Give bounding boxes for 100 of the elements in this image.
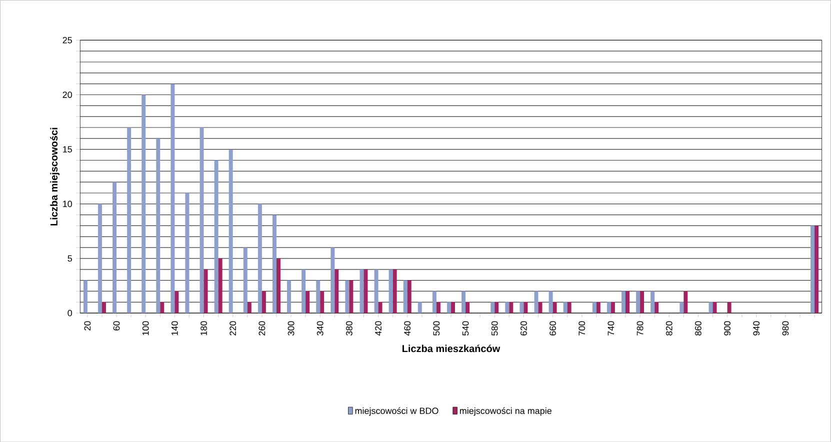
y-tick-label: 5 [68, 255, 72, 262]
x-tick-label: 340 [316, 321, 324, 336]
bar [170, 84, 175, 313]
bar [450, 302, 455, 313]
bar [418, 302, 422, 313]
x-tick-label: 620 [520, 321, 527, 336]
bar [505, 302, 510, 313]
y-tick-label: 10 [63, 200, 72, 207]
bar [378, 302, 382, 313]
bar [287, 280, 292, 313]
bar [650, 291, 655, 313]
x-tick-label: 500 [433, 321, 440, 336]
bar [330, 247, 335, 313]
bar [374, 269, 378, 313]
y-tick-label: 25 [62, 36, 72, 44]
bar [156, 138, 160, 313]
bar [334, 269, 339, 313]
bar [552, 302, 557, 313]
bar [708, 302, 713, 313]
bar [538, 302, 542, 313]
bar [83, 280, 88, 313]
x-tick-label: 100 [142, 321, 149, 336]
bar [302, 269, 306, 313]
y-tick-label: 0 [68, 310, 72, 316]
bar [446, 302, 451, 313]
bar [524, 302, 528, 313]
x-tick-label: 300 [288, 321, 294, 336]
x-tick-label: 820 [666, 321, 672, 336]
bar [160, 302, 164, 313]
x-tick-label: 740 [608, 321, 614, 336]
bar [466, 302, 470, 313]
bar [200, 127, 204, 313]
bar [349, 280, 354, 313]
bar [276, 258, 280, 313]
bar [680, 302, 684, 313]
bar [621, 291, 626, 313]
x-tick-label: 940 [753, 321, 760, 336]
y-tick-label: 15 [63, 146, 72, 152]
bar [592, 302, 596, 313]
bar [185, 192, 190, 313]
bar [712, 302, 717, 313]
bar [98, 204, 102, 313]
bar [392, 269, 397, 313]
bar [490, 302, 495, 313]
bar [142, 94, 146, 313]
bar [127, 127, 132, 313]
bar [596, 302, 600, 313]
bar [364, 269, 368, 313]
bar [810, 226, 815, 313]
bar [509, 302, 514, 313]
x-tick-label: 700 [578, 321, 586, 336]
y-tick-label: 20 [62, 91, 72, 98]
bar [214, 160, 218, 313]
bar [388, 269, 393, 313]
x-tick-label: 460 [404, 321, 411, 336]
x-tick-label: 60 [113, 321, 120, 330]
bar [606, 302, 611, 313]
y-axis-title: Liczba miejscowości [50, 128, 60, 226]
bar [462, 291, 466, 313]
bar [567, 302, 572, 313]
bar [814, 226, 819, 313]
bar [654, 302, 659, 313]
x-tick-label: 20 [84, 321, 91, 330]
bar [563, 302, 568, 313]
x-axis-title: Liczba mieszkańców [402, 344, 500, 352]
x-tick-label: 900 [724, 321, 730, 336]
bar [494, 302, 499, 313]
x-tick-label: 980 [782, 321, 789, 336]
bar [258, 204, 262, 313]
bar [520, 302, 524, 313]
bar [360, 269, 364, 313]
bar [243, 247, 248, 313]
x-tick-label: 420 [375, 321, 382, 336]
bar [610, 302, 615, 313]
x-tick-label: 220 [230, 321, 236, 336]
x-tick-label: 860 [695, 321, 702, 336]
bar [272, 214, 276, 313]
x-tick-label: 540 [462, 321, 469, 336]
bar [204, 269, 208, 313]
x-tick-label: 780 [636, 321, 644, 336]
bar [320, 291, 324, 313]
bar [247, 302, 252, 313]
x-tick-label: 180 [200, 321, 207, 336]
bar [345, 280, 350, 313]
bar [684, 291, 688, 313]
bar [316, 280, 320, 313]
legend-label: miejscowości na mapie [460, 407, 552, 416]
x-tick-label: 260 [258, 321, 266, 336]
bar [306, 291, 310, 313]
bar [403, 280, 408, 313]
bar [640, 291, 644, 313]
x-tick-label: 580 [491, 321, 498, 336]
bar [436, 302, 440, 313]
legend-label: miejscowości w BDO [355, 407, 438, 416]
bar [112, 182, 117, 313]
x-tick-label: 380 [346, 321, 352, 336]
bar [548, 291, 553, 313]
bar [228, 149, 233, 313]
bar [174, 291, 179, 313]
bar [534, 291, 538, 313]
